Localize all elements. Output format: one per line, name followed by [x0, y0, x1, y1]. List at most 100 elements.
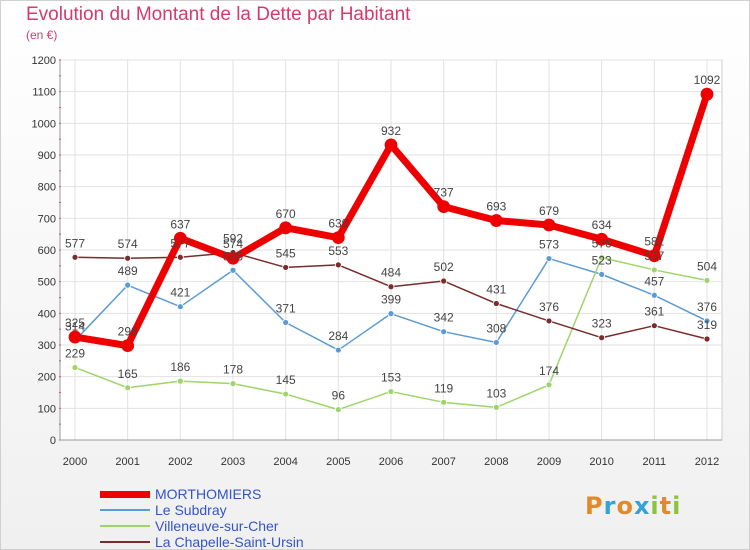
data-label: 342	[434, 311, 454, 325]
data-label: 174	[539, 364, 559, 378]
legend-item: Le Subdray	[100, 502, 304, 518]
data-label: 582	[644, 235, 664, 249]
data-label: 679	[539, 204, 559, 218]
data-point	[226, 251, 240, 265]
data-label: 119	[434, 381, 453, 395]
data-label: 577	[170, 236, 190, 250]
data-label: 504	[697, 259, 717, 273]
y-tick-label: 300	[38, 340, 56, 352]
data-point	[545, 317, 553, 325]
data-label: 323	[592, 317, 612, 331]
data-point	[492, 403, 500, 411]
data-label: 637	[170, 217, 190, 231]
legend-item: La Chapelle-Saint-Ursin	[100, 534, 304, 550]
data-label: 1092	[694, 73, 721, 87]
data-point	[492, 300, 500, 307]
y-tick-label: 0	[50, 435, 56, 447]
data-point	[650, 291, 658, 299]
data-label: 145	[276, 373, 296, 387]
data-label: 103	[486, 386, 506, 400]
data-label: 371	[276, 302, 296, 316]
data-point	[282, 319, 290, 326]
data-point	[229, 266, 237, 274]
x-tick-label: 2004	[273, 456, 297, 468]
data-label: 932	[381, 124, 401, 138]
data-point	[440, 398, 448, 406]
y-tick-label: 500	[38, 277, 56, 289]
data-label: 314	[65, 320, 85, 334]
x-tick-label: 2007	[431, 456, 455, 468]
logo-letter: i	[672, 492, 682, 520]
data-label: 545	[276, 246, 296, 260]
data-label: 298	[118, 325, 138, 339]
x-tick-label: 2001	[115, 456, 139, 468]
data-label: 573	[539, 238, 559, 252]
logo-letter: t	[659, 492, 673, 520]
data-point	[545, 255, 553, 262]
data-point	[545, 381, 553, 389]
data-label: 670	[276, 207, 296, 221]
x-tick-label: 2011	[643, 456, 667, 468]
logo-letter: P	[585, 492, 604, 520]
data-point	[440, 277, 448, 285]
data-point	[124, 254, 132, 262]
legend-swatch	[100, 509, 150, 511]
data-point	[334, 346, 342, 354]
data-point	[598, 334, 606, 342]
data-point	[700, 87, 714, 101]
data-point	[703, 276, 711, 284]
legend-item: Villeneuve-sur-Cher	[100, 518, 304, 534]
data-label: 153	[381, 371, 401, 385]
legend-label: La Chapelle-Saint-Ursin	[155, 534, 304, 550]
data-point	[229, 380, 237, 388]
data-label: 737	[434, 186, 454, 200]
x-tick-label: 2000	[63, 456, 87, 468]
legend-swatch	[100, 490, 150, 498]
data-label: 376	[539, 300, 559, 314]
logo-letter: r	[603, 492, 617, 520]
legend-label: Le Subdray	[155, 502, 227, 518]
data-point	[334, 261, 342, 269]
data-point	[173, 231, 187, 245]
data-point	[71, 364, 79, 371]
data-point	[282, 390, 290, 398]
logo-letter: o	[616, 492, 634, 520]
logo-letter: x	[633, 492, 651, 520]
data-label: 489	[118, 264, 138, 278]
data-point	[71, 253, 79, 261]
data-point	[387, 310, 395, 318]
data-label: 308	[486, 321, 506, 335]
chart-legend: MORTHOMIERS Le Subdray Villeneuve-sur-Cher…	[100, 486, 304, 550]
data-point	[650, 266, 658, 274]
x-tick-label: 2006	[379, 456, 403, 468]
data-point	[384, 138, 398, 152]
y-tick-label: 900	[38, 150, 56, 162]
data-point	[176, 303, 184, 311]
y-tick-label: 800	[38, 182, 56, 194]
data-point	[598, 254, 606, 262]
x-tick-label: 2005	[326, 456, 350, 468]
data-label: 502	[434, 260, 454, 274]
data-point	[387, 388, 395, 395]
data-point	[331, 231, 345, 245]
data-point	[387, 283, 395, 291]
legend-label: MORTHOMIERS	[155, 486, 262, 502]
y-tick-label: 600	[38, 245, 56, 257]
data-point	[124, 281, 132, 289]
data-label: 577	[65, 236, 85, 250]
data-label: 574	[118, 237, 138, 251]
y-tick-label: 1000	[32, 118, 56, 130]
data-label: 537	[644, 249, 664, 263]
data-point	[334, 406, 342, 414]
data-label: 484	[381, 266, 401, 280]
data-point	[121, 339, 135, 353]
data-label: 634	[592, 218, 612, 232]
x-tick-label: 2003	[221, 456, 245, 468]
x-tick-label: 2002	[168, 456, 192, 468]
chart-subtitle: (en €)	[26, 28, 58, 42]
data-label: 536	[223, 249, 243, 263]
data-point	[598, 270, 606, 278]
data-label: 376	[697, 300, 717, 314]
data-label: 457	[644, 274, 664, 288]
